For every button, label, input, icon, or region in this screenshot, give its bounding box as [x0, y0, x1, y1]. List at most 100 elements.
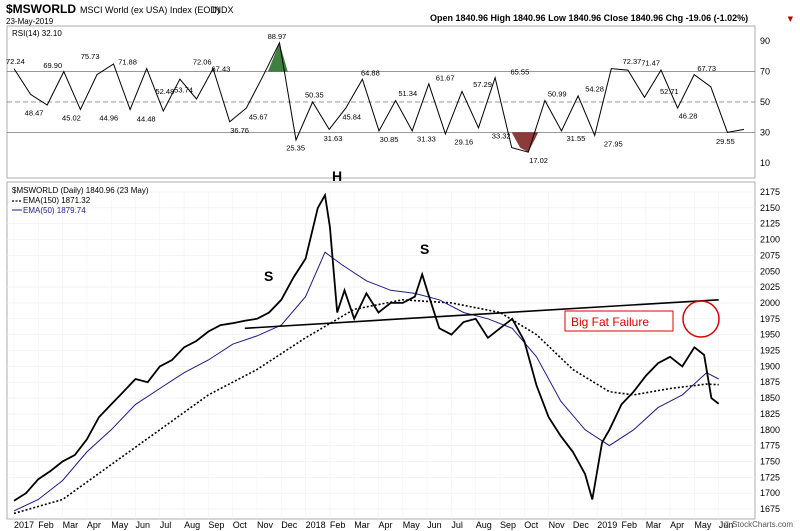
rsi-annotation: 31.55	[567, 134, 586, 143]
rsi-annotation: 50.99	[548, 89, 567, 98]
x-tick-label: May	[694, 520, 712, 530]
rsi-annotation: 27.95	[604, 140, 623, 149]
x-tick-label: Mar	[354, 520, 370, 530]
price-grid	[7, 191, 755, 519]
down-arrow-icon: ▼	[788, 15, 794, 23]
rsi-axis-ticks: 90 70 50 30 10	[760, 36, 770, 168]
rsi-annotation: 44.96	[99, 114, 118, 123]
price-tick-label: 2000	[760, 298, 780, 308]
x-tick-label: Feb	[38, 520, 54, 530]
price-tick-label: 1850	[760, 393, 780, 403]
price-axis-ticks: 2175 2150 2125 2100 2075 2050 2025 2000 1975 1950…	[760, 187, 780, 514]
rsi-annotation: 65.55	[510, 67, 529, 76]
rsi-annotation: 48.47	[25, 108, 44, 117]
x-tick-label: Oct	[233, 520, 248, 530]
x-tick-label: Feb	[330, 520, 346, 530]
x-tick-label: May	[111, 520, 129, 530]
x-tick-label: Apr	[379, 520, 393, 530]
price-tick-label: 2150	[760, 203, 780, 213]
rsi-tick-label: 50	[760, 97, 770, 107]
rsi-oversold-fill	[511, 132, 539, 153]
chart-exchange: INDX	[212, 5, 234, 15]
price-tick-label: 1750	[760, 456, 780, 466]
rsi-annotation: 25.35	[286, 143, 305, 152]
rsi-annotation: 50.35	[305, 90, 324, 99]
price-tick-label: 2025	[760, 282, 780, 292]
x-tick-label: May	[403, 520, 421, 530]
rsi-annotation: 45.02	[62, 114, 81, 123]
rsi-annotation: 71.88	[118, 58, 137, 67]
price-tick-label: 2100	[760, 235, 780, 245]
x-tick-label: Mar	[646, 520, 662, 530]
rsi-annotation: 57.29	[473, 80, 492, 89]
callout-box	[564, 310, 674, 332]
x-tick-label: Jun	[136, 520, 151, 530]
chart-date: 23-May-2019	[6, 17, 54, 26]
rsi-annotation: 75.73	[81, 52, 100, 61]
rsi-label: RSI(14) 32.10	[12, 29, 62, 38]
rsi-annotation: 53.74	[174, 85, 193, 94]
x-tick-label: 2018	[306, 520, 326, 530]
price-tick-label: 1925	[760, 346, 780, 356]
rsi-tick-label: 10	[760, 158, 770, 168]
price-tick-label: 2075	[760, 250, 780, 260]
x-tick-label: Mar	[63, 520, 79, 530]
rsi-annotation: 17.02	[529, 156, 548, 165]
chart-index-name: MSCI World (ex USA) Index (EOD)	[80, 5, 220, 15]
rsi-annotation: 72.24	[6, 57, 25, 66]
rsi-tick-label: 70	[760, 67, 770, 77]
ema50-line	[13, 251, 719, 512]
rsi-annotation: 33.32	[492, 131, 511, 140]
x-tick-label: Dec	[281, 520, 298, 530]
rsi-annotations: 72.24 48.47 69.90 45.02 75.73 44.96 71.88 44.48…	[6, 32, 735, 165]
x-tick-label: Jun	[719, 520, 734, 530]
rsi-grid	[7, 71, 755, 133]
callout-text: Big Fat Failure	[571, 315, 649, 329]
neckline	[244, 298, 719, 330]
rsi-annotation: 29.16	[454, 138, 473, 147]
x-tick-label: Aug	[184, 520, 200, 530]
rsi-annotation: 67.43	[212, 65, 231, 74]
rsi-annotation: 29.55	[716, 137, 735, 146]
rsi-annotation: 30.85	[380, 135, 399, 144]
rsi-annotation: 69.90	[43, 61, 62, 70]
rsi-annotation: 72.37	[623, 57, 642, 66]
price-tick-label: 1900	[760, 361, 780, 371]
price-tick-label: 1875	[760, 377, 780, 387]
rsi-annotation: 44.48	[137, 114, 156, 123]
price-tick-label: 1700	[760, 488, 780, 498]
price-tick-label: 2050	[760, 266, 780, 276]
rsi-annotation: 61.67	[436, 73, 455, 82]
rsi-annotation: 45.67	[249, 113, 268, 122]
price-line	[13, 192, 720, 502]
rsi-annotation: 67.73	[697, 64, 716, 73]
price-tick-label: 1725	[760, 472, 780, 482]
price-tick-label: 1775	[760, 441, 780, 451]
price-tick-label: 2125	[760, 219, 780, 229]
x-tick-label: Nov	[257, 520, 274, 530]
legend-ema50: EMA(50) 1879.74	[23, 206, 86, 215]
price-tick-label: 2175	[760, 187, 780, 197]
x-tick-label: Jul	[160, 520, 172, 530]
rsi-annotation: 52.48	[155, 87, 174, 96]
left-shoulder-label: S	[264, 268, 273, 284]
rsi-tick-label: 90	[760, 36, 770, 46]
rsi-annotation: 36.76	[230, 126, 249, 135]
x-axis-ticks: 2017 Feb Mar Apr May Jun Jul Aug Sep Oct Nov Dec 201…	[14, 520, 733, 530]
legend-price: $MSWORLD (Daily) 1840.96 (23 May)	[12, 186, 149, 195]
x-tick-label: Jul	[451, 520, 463, 530]
chart-symbol: $MSWORLD	[6, 2, 76, 16]
price-tick-label: 1800	[760, 425, 780, 435]
price-tick-label: 1950	[760, 330, 780, 340]
head-label: H	[332, 168, 342, 184]
x-tick-label: Dec	[573, 520, 590, 530]
x-tick-label: Oct	[524, 520, 539, 530]
rsi-annotation: 31.33	[417, 134, 436, 143]
rsi-annotation: 46.28	[679, 112, 698, 121]
rsi-annotation: 51.34	[398, 89, 417, 98]
rsi-annotation: 45.84	[342, 112, 361, 121]
x-tick-label: Sep	[500, 520, 516, 530]
rsi-tick-label: 30	[760, 127, 770, 137]
rsi-annotation: 31.63	[324, 134, 343, 143]
